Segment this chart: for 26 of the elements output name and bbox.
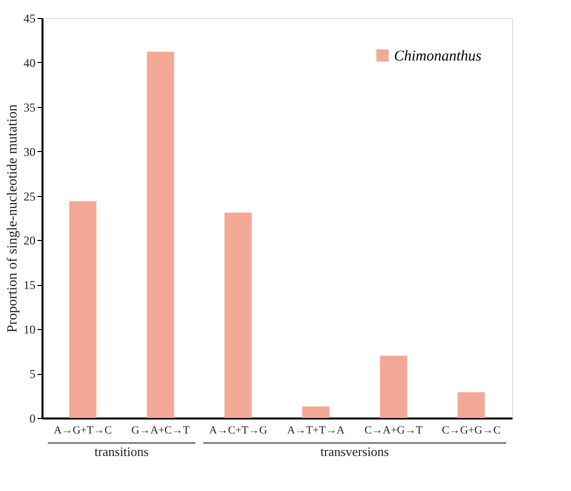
x-tick-label: G→A+C→T [131,424,190,436]
x-tick-label: C→G+G→C [442,424,501,436]
y-tick-label: 20 [24,234,36,248]
text: transitions [94,444,149,459]
y-tick-label: 40 [24,56,36,70]
bar [380,356,408,418]
y-tick-label: 15 [24,278,36,292]
bar [224,212,252,418]
text: transversions [320,444,389,459]
y-tick-label: 45 [24,12,36,26]
bar [458,392,485,418]
y-tick-label: 25 [24,189,36,204]
x-tick-label: A→G+T→C [54,424,112,436]
y-tick-label: 0 [30,412,36,426]
y-tick-label: 30 [24,144,36,159]
bar [69,201,96,418]
bar [302,406,330,418]
bar [146,52,174,418]
x-tick-label: C→A+G→T [364,424,423,436]
legend-label: Chimonanthus [394,48,482,64]
y-tick-label: 5 [30,367,36,382]
y-tick-label: 10 [24,322,36,337]
y-tick-label: 35 [24,100,36,114]
x-tick-label: A→C+T→G [209,424,268,436]
x-tick-label: A→T+T→A [287,424,345,436]
y-axis-title: Proportion of single-nucleotide mutation [6,104,20,333]
